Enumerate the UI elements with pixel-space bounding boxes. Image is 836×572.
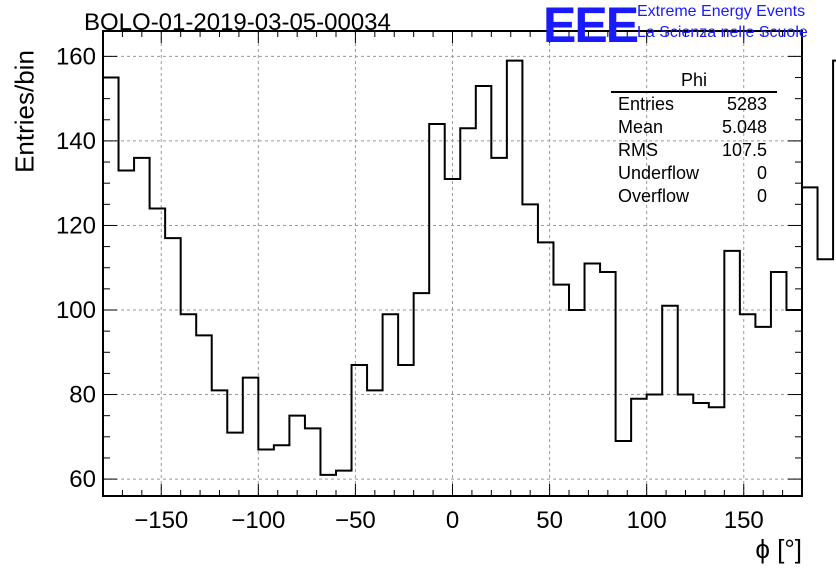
stats-value: 5.048 bbox=[721, 117, 767, 137]
x-tick-label: 100 bbox=[627, 507, 667, 534]
y-tick-label: 140 bbox=[56, 128, 96, 155]
histogram-series bbox=[103, 59, 836, 476]
logo-line-2: La Scienza nelle Scuole bbox=[637, 24, 808, 41]
stats-value: 0 bbox=[756, 186, 767, 206]
stats-label: Overflow bbox=[618, 186, 690, 206]
stats-row-mean: Mean 5.048 bbox=[611, 116, 777, 139]
stats-label: RMS bbox=[618, 140, 658, 160]
grid-lines bbox=[103, 31, 802, 496]
stats-value: 107.5 bbox=[721, 140, 767, 160]
y-tick-label: 160 bbox=[56, 43, 96, 70]
stats-row-underflow: Underflow 0 bbox=[611, 162, 777, 185]
eee-logo: EEE bbox=[543, 0, 639, 53]
x-tick-label: −50 bbox=[335, 507, 376, 534]
stats-label: Entries bbox=[618, 94, 675, 114]
stats-label: Underflow bbox=[618, 163, 700, 183]
x-tick-label: −150 bbox=[134, 507, 188, 534]
x-tick-label: 50 bbox=[536, 507, 563, 534]
stats-title: Phi bbox=[611, 70, 777, 93]
logo-line-1: Extreme Energy Events bbox=[637, 3, 806, 20]
y-tick-label: 80 bbox=[69, 382, 96, 409]
stats-row-rms: RMS 107.5 bbox=[611, 139, 777, 162]
x-tick-label: 150 bbox=[724, 507, 764, 534]
stats-value: 0 bbox=[756, 163, 767, 183]
chart-title: BOLO-01-2019-03-05-00034 bbox=[84, 9, 391, 36]
x-tick-label: −100 bbox=[231, 507, 285, 534]
stats-box: Phi Entries 5283 Mean 5.048 RMS 107.5 Un… bbox=[611, 70, 777, 208]
tick-labels: −150 −100 −50 0 50 100 150 60 80 100 120 140 160 bbox=[56, 43, 764, 534]
stats-value: 5283 bbox=[726, 94, 767, 114]
y-tick-label: 100 bbox=[56, 297, 96, 324]
x-axis-label: ϕ [°] bbox=[755, 534, 802, 564]
y-tick-label: 120 bbox=[56, 212, 96, 239]
stats-label: Mean bbox=[618, 117, 664, 137]
stats-row-entries: Entries 5283 bbox=[611, 93, 777, 116]
y-tick-label: 60 bbox=[69, 466, 96, 493]
axis-ticks bbox=[102, 31, 803, 496]
y-axis-label: Entries/bin bbox=[9, 50, 40, 173]
x-tick-label: 0 bbox=[446, 507, 459, 534]
stats-row-overflow: Overflow 0 bbox=[611, 185, 777, 208]
